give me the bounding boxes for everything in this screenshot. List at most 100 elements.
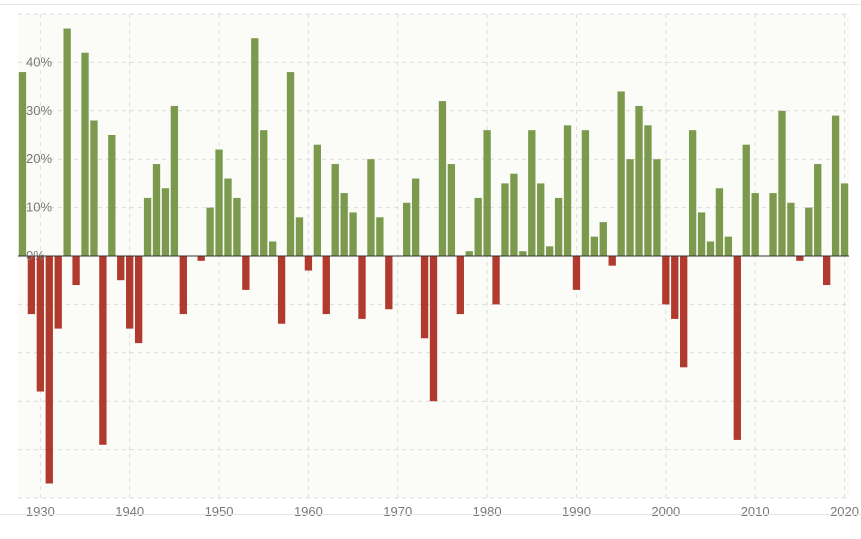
bar <box>564 125 571 256</box>
x-tick-label: 1980 <box>473 504 502 519</box>
bar <box>349 212 356 256</box>
y-tick-label: 0% <box>26 248 45 263</box>
bar <box>421 256 428 338</box>
y-tick-label: 40% <box>26 54 52 69</box>
bar <box>787 203 794 256</box>
bar <box>180 256 187 314</box>
bar <box>805 208 812 256</box>
bar <box>55 256 62 329</box>
bar <box>126 256 133 329</box>
bar <box>135 256 142 343</box>
bar <box>635 106 642 256</box>
bar <box>385 256 392 309</box>
bar <box>832 116 839 256</box>
y-tick-label: 20% <box>26 151 52 166</box>
bar <box>778 111 785 256</box>
chart-svg: 0% 10% 20% 30% 40% 1930 1940 1950 1960 1970 1980 19… <box>0 0 861 539</box>
bar <box>823 256 830 285</box>
bar <box>457 256 464 314</box>
bar <box>769 193 776 256</box>
bar <box>144 198 151 256</box>
bar <box>269 241 276 256</box>
bar <box>72 256 79 285</box>
bar <box>412 179 419 256</box>
annual-returns-chart: 0% 10% 20% 30% 40% 1930 1940 1950 1960 1970 1980 19… <box>0 0 861 539</box>
bar <box>108 135 115 256</box>
bar <box>81 53 88 256</box>
bar <box>600 222 607 256</box>
bar <box>99 256 106 445</box>
bar <box>215 150 222 256</box>
bar <box>358 256 365 319</box>
bar <box>519 251 526 256</box>
bar <box>555 198 562 256</box>
bar <box>546 246 553 256</box>
bar <box>367 159 374 256</box>
y-tick-label: 30% <box>26 103 52 118</box>
bar <box>725 237 732 256</box>
bar <box>242 256 249 290</box>
bar <box>689 130 696 256</box>
bar <box>814 164 821 256</box>
x-tick-label: 1960 <box>294 504 323 519</box>
bar <box>340 193 347 256</box>
bar <box>734 256 741 440</box>
bar <box>591 237 598 256</box>
bar <box>296 217 303 256</box>
bar <box>287 72 294 256</box>
bar <box>510 174 517 256</box>
bar <box>475 198 482 256</box>
bar <box>198 256 205 261</box>
bar <box>662 256 669 304</box>
bar <box>448 164 455 256</box>
bar <box>224 179 231 256</box>
bar <box>403 203 410 256</box>
bar <box>153 164 160 256</box>
x-tick-label: 1930 <box>26 504 55 519</box>
bar <box>680 256 687 367</box>
bar <box>332 164 339 256</box>
bar <box>617 91 624 256</box>
y-tick-label: 10% <box>26 200 52 215</box>
bar <box>671 256 678 319</box>
bar <box>430 256 437 401</box>
bar <box>743 145 750 256</box>
bar <box>841 183 848 256</box>
bar <box>716 188 723 256</box>
bar <box>162 188 169 256</box>
x-tick-label: 2000 <box>651 504 680 519</box>
x-tick-label: 1940 <box>115 504 144 519</box>
x-tick-label: 1990 <box>562 504 591 519</box>
bar <box>653 159 660 256</box>
bar <box>46 256 53 483</box>
x-tick-label: 2020 <box>830 504 859 519</box>
bar <box>752 193 759 256</box>
x-tick-label: 1950 <box>205 504 234 519</box>
x-tick-label: 2010 <box>741 504 770 519</box>
bar <box>492 256 499 304</box>
bar <box>609 256 616 266</box>
bar <box>537 183 544 256</box>
bar <box>582 130 589 256</box>
bar <box>501 183 508 256</box>
bar <box>251 38 258 256</box>
bar <box>644 125 651 256</box>
bar <box>376 217 383 256</box>
bar <box>233 198 240 256</box>
bar <box>439 101 446 256</box>
bar <box>117 256 124 280</box>
bar <box>796 256 803 261</box>
bar <box>466 251 473 256</box>
bar <box>206 208 213 256</box>
x-tick-label: 1970 <box>383 504 412 519</box>
bar <box>573 256 580 290</box>
bar <box>63 29 70 256</box>
bar <box>28 256 35 314</box>
bar <box>707 241 714 256</box>
bar <box>323 256 330 314</box>
bar <box>37 256 44 392</box>
bar <box>314 145 321 256</box>
bar <box>171 106 178 256</box>
bar <box>626 159 633 256</box>
bar <box>278 256 285 324</box>
